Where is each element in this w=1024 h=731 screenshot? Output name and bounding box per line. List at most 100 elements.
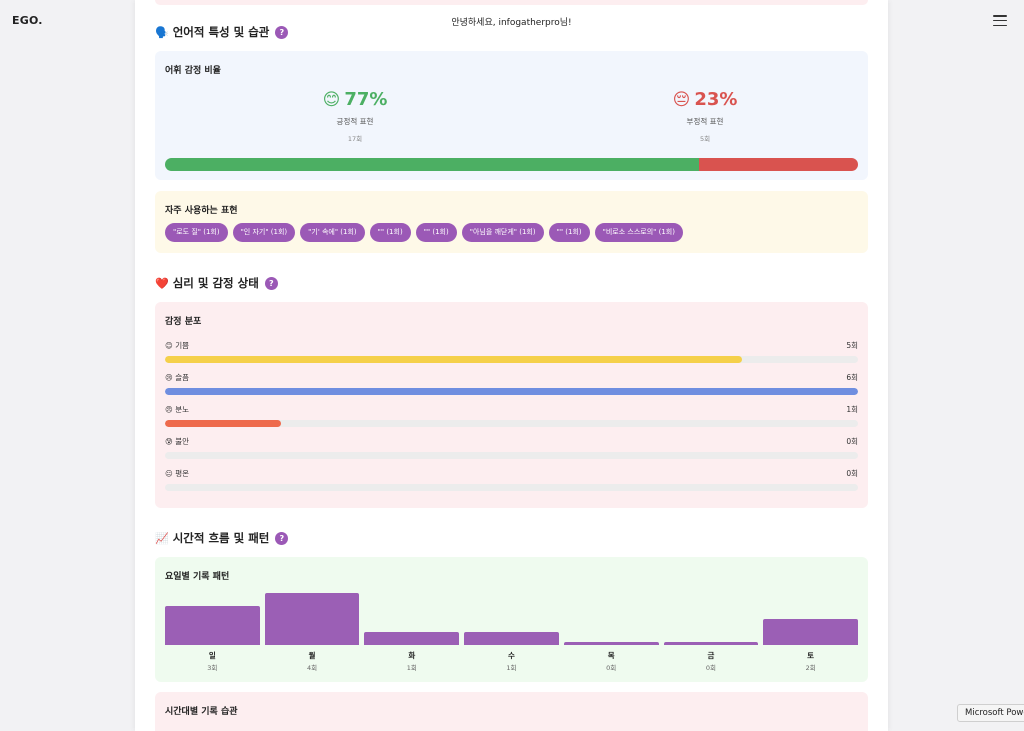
weekday-bar-chart [165,589,858,645]
positive-count: 17회 [347,135,363,143]
positive-ratio-fill [165,158,699,171]
weekday-bar[interactable] [264,593,360,645]
emotion-name: 슬픔 [175,373,190,382]
emotion-label: 😢 슬픔 [165,372,189,383]
card-title: 자주 사용하는 표현 [165,206,238,216]
emotion-count: 0회 [846,437,858,446]
smiling-face-icon: 😊 [322,89,341,110]
emotion-row: 😠 분노 1회 [165,404,858,427]
greeting-text: 안녕하세요, infogatherpro님! [451,18,572,28]
positive-percent-value: 77% [344,89,388,110]
heart-icon: ❤️ [155,276,169,290]
expression-chip[interactable]: "인 자기" (1회) [232,223,296,242]
emotion-row: 😰 불안 0회 [165,436,858,459]
section-title-text: 시간적 흐름 및 패턴 [172,531,270,545]
expression-chip[interactable]: "" (1회) [548,223,590,242]
pensive-face-icon: 😔 [672,89,691,110]
expression-chip[interactable]: "아님을 깨닫게" (1회) [461,223,544,242]
brand-logo[interactable]: EGO. [12,14,43,27]
emotion-progress-track [165,420,858,427]
card-title: 요일별 기록 패턴 [165,572,230,582]
emotion-row: 😐 평온 0회 [165,468,858,491]
weekday-bar[interactable] [563,642,659,645]
weekday-bar[interactable] [464,632,559,645]
weekday-tick-label: 목 [607,651,615,660]
weekday-tick-label: 월 [308,651,316,660]
app-tooltip: Microsoft PowerPoint [957,704,1024,722]
weekday-pattern-card: 요일별 기록 패턴 일 3회 월 4회 화 1회 수 1회 목 0회 금 0회 토 2회 [155,557,868,682]
emotion-face-icon: 😊 [165,341,173,350]
weekday-bar[interactable] [663,642,759,645]
weekday-count-label: 0회 [606,664,617,672]
card-title: 어휘 감정 비율 [165,66,221,76]
sentiment-card: 어휘 감정 비율 😊 77% 긍정적 표현 17회 😔 23% 부정적 표현 5… [155,51,868,180]
weekday-count-label: 4회 [306,664,318,672]
emotion-progress-track [165,388,858,395]
chart-increasing-icon: 📈 [155,531,169,545]
hourly-pattern-card: 시간대별 기록 습관 [155,692,868,731]
emotion-count: 1회 [846,405,858,414]
weekday-bar[interactable] [364,632,460,645]
sentiment-ratio-bar [165,158,858,171]
emotion-progress-track [165,356,858,363]
emotion-count: 6회 [846,373,858,382]
emotion-name: 불안 [175,437,190,446]
expression-chip[interactable]: "로도 질" (1회) [165,223,228,242]
emotion-progress-fill [165,388,858,395]
negative-count: 5회 [699,135,711,143]
emotion-label: 😠 분노 [165,404,189,415]
weekday-tick-label: 수 [508,651,515,660]
expression-chip[interactable]: "" (1회) [369,223,411,242]
expression-chip[interactable]: "기' 속에" (1회) [300,223,365,242]
emotion-face-icon: 😐 [165,469,173,478]
report-panel: 안녕하세요, infogatherpro님! 🗣️ 언어적 특성 및 습관 ? … [135,0,888,731]
emotion-face-icon: 😰 [165,437,173,446]
expression-chip[interactable]: "" (1회) [415,223,457,242]
section-title-text: 언어적 특성 및 습관 [172,25,270,39]
emotion-count: 0회 [846,469,858,478]
help-icon[interactable]: ? [275,531,289,545]
emotion-name: 평온 [175,469,190,478]
emotion-row-header: 😢 슬픔 6회 [165,372,858,383]
weekday-tick-label: 일 [208,651,216,660]
emotion-row-header: 😊 기쁨 5회 [165,340,858,351]
emotion-row-header: 😠 분노 1회 [165,404,858,415]
weekday-tick-label: 금 [707,651,715,660]
previous-card-edge [155,0,868,5]
emotion-progress-track [165,452,858,459]
emotion-row: 😢 슬픔 6회 [165,372,858,395]
emotion-count: 5회 [846,341,858,350]
weekday-tick-label: 화 [408,651,416,660]
weekday-count-label: 1회 [506,664,517,672]
section-title-time: 📈 시간적 흐름 및 패턴 ? [155,530,289,546]
emotion-label: 😰 불안 [165,436,189,447]
emotion-progress-track [165,484,858,491]
emotion-name: 분노 [175,405,190,414]
weekday-count-label: 1회 [406,664,417,672]
weekday-tick-label: 토 [807,651,815,660]
expressions-card: 자주 사용하는 표현 "로도 질" (1회) "인 자기" (1회) "기' 속에"… [155,191,868,253]
emotion-label: 😊 기쁨 [165,340,189,351]
weekday-count-label: 2회 [805,664,816,672]
emotion-progress-fill [165,420,281,427]
hamburger-menu-icon[interactable] [993,15,1007,26]
positive-column: 😊 77% 긍정적 표현 17회 [255,89,455,143]
section-title-language: 🗣️ 언어적 특성 및 습관 ? [155,24,289,40]
weekday-bar[interactable] [763,619,858,645]
expression-chip-list: "로도 질" (1회) "인 자기" (1회) "기' 속에" (1회) "" (1회… [165,223,683,242]
section-title-emotion: ❤️ 심리 및 감정 상태 ? [155,275,278,291]
weekday-bar[interactable] [165,606,260,645]
weekday-count-label: 3회 [207,664,218,672]
positive-label: 긍정적 표현 [336,117,374,126]
help-icon[interactable]: ? [264,276,278,290]
emotion-label: 😐 평온 [165,468,189,479]
emotion-progress-fill [165,356,743,363]
expression-chip[interactable]: "비로소 스스로의" (1회) [594,223,683,242]
card-title: 시간대별 기록 습관 [165,707,238,717]
emotion-distribution-card: 감정 분포 😊 기쁨 5회 😢 슬픔 6회 😠 분노 1회 😰 불안 0회 😐 평온 0회 [155,302,868,508]
help-icon[interactable]: ? [275,25,289,39]
negative-label: 부정적 표현 [686,117,724,126]
negative-ratio-fill [698,158,858,171]
negative-percent-value: 23% [694,89,738,110]
negative-percent: 😔 23% [605,89,805,110]
